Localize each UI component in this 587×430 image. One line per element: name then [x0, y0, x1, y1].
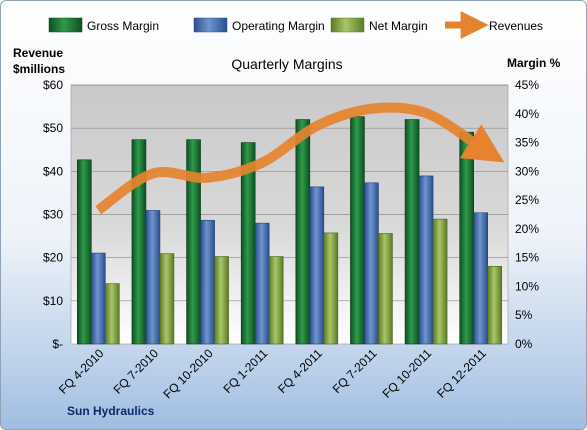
left-axis-title-line2: $millions [13, 62, 65, 76]
right-tick-label: 30% [515, 164, 539, 178]
left-tick-label: $10 [43, 294, 63, 308]
left-tick-label: $60 [43, 78, 63, 92]
bar-operating-margin [473, 212, 488, 345]
bar-operating-margin [91, 252, 106, 345]
bar-net-margin [214, 256, 229, 345]
right-tick-label: 35% [515, 136, 539, 150]
bar-net-margin [378, 233, 393, 345]
legend-swatch-operating [193, 17, 228, 33]
right-tick-label: 20% [515, 222, 539, 236]
bar-net-margin [432, 218, 448, 345]
bar-gross-margin [295, 119, 311, 345]
right-tick-label: 15% [515, 251, 539, 265]
category-label: FQ 7-2010 [111, 346, 162, 397]
legend-label-gross: Gross Margin [87, 19, 159, 33]
right-tick-label: 10% [515, 279, 539, 293]
bar-net-margin [105, 283, 120, 345]
bar-operating-margin [364, 182, 379, 345]
bar-net-margin [268, 256, 284, 345]
legend-label-revenues: Revenues [489, 19, 543, 33]
legend-swatch-net [330, 17, 365, 33]
bar-operating-margin [200, 219, 215, 345]
bar-gross-margin [186, 139, 201, 345]
bar-series [77, 116, 502, 345]
revenue-line [95, 102, 505, 215]
category-label: FQ 7-2011 [330, 346, 380, 396]
left-tick-label: $30 [43, 208, 63, 222]
right-tick-label: 5% [515, 308, 533, 322]
right-tick-label: 40% [515, 107, 539, 121]
left-axis-title-line1: Revenue [13, 46, 63, 60]
legend-label-operating: Operating Margin [232, 19, 325, 33]
left-tick-label: $50 [43, 121, 63, 135]
category-label: FQ 4-2011 [275, 346, 325, 396]
chart-title: Quarterly Margins [231, 56, 342, 72]
category-labels: FQ 4-2010 FQ 7-2010 FQ 10-2010 FQ 1-2011 FQ … [56, 346, 489, 401]
bar-net-margin [323, 232, 339, 345]
legend-swatch-gross [48, 17, 83, 33]
bar-net-margin [487, 265, 502, 345]
bar-gross-margin [77, 159, 92, 345]
bar-gross-margin [404, 119, 420, 345]
right-tick-label: 45% [515, 78, 539, 92]
legend: Gross Margin Operating Margin Net Margin… [48, 11, 543, 39]
bar-operating-margin [418, 175, 434, 345]
category-label: FQ 12-2011 [434, 346, 489, 401]
right-axis-title: Margin % [507, 56, 561, 70]
bar-operating-margin [145, 210, 161, 345]
bar-gross-margin [350, 116, 365, 345]
bar-operating-margin [309, 186, 325, 345]
right-axis-ticks: 45% 40% 35% 30% 25% 20% 15% 10% 5% 0% [515, 78, 539, 351]
bar-gross-margin [131, 139, 147, 345]
category-label: FQ 4-2010 [56, 346, 107, 397]
category-label: FQ 10-2010 [160, 346, 215, 401]
legend-label-net: Net Margin [369, 19, 428, 33]
left-tick-label: $40 [43, 164, 63, 178]
category-label: FQ 1-2011 [220, 346, 270, 396]
bar-operating-margin [254, 222, 270, 345]
right-tick-label: 0% [515, 337, 533, 351]
right-tick-label: 25% [515, 193, 539, 207]
source-label: Sun Hydraulics [67, 404, 155, 418]
category-label: FQ 10-2011 [380, 346, 435, 401]
bar-net-margin [159, 253, 175, 345]
left-tick-label: $20 [43, 251, 63, 265]
revenue-line-series [95, 102, 505, 215]
bar-gross-margin [459, 131, 474, 345]
left-tick-label: $- [52, 337, 63, 351]
left-axis-ticks: $60 $50 $40 $30 $20 $10 $- [43, 78, 63, 351]
